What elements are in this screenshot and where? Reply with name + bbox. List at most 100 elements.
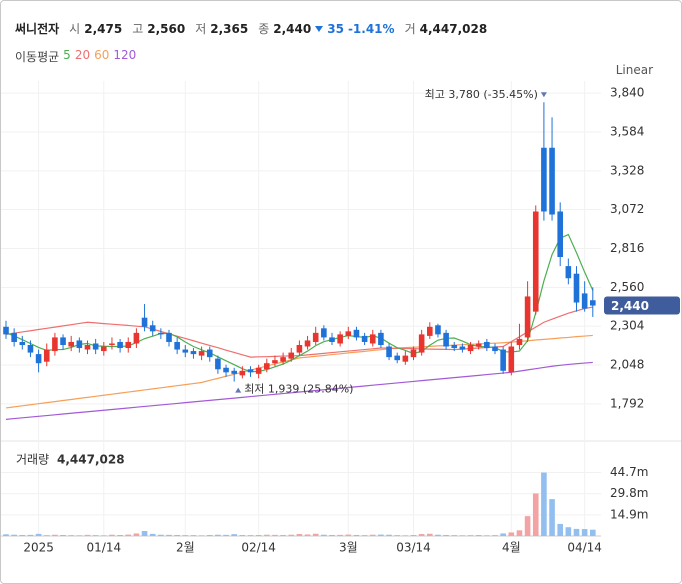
candle-body bbox=[190, 351, 197, 355]
candle-body bbox=[549, 147, 555, 215]
label: 시 bbox=[69, 22, 81, 36]
candle-body bbox=[215, 358, 221, 370]
candle-body bbox=[321, 328, 327, 338]
candle-body bbox=[125, 341, 132, 349]
value: 2,440 bbox=[273, 21, 312, 36]
volume-bar bbox=[549, 499, 555, 536]
volume-bar bbox=[43, 535, 50, 536]
scale-toggle[interactable]: Linear bbox=[615, 63, 653, 77]
max-marker bbox=[540, 92, 547, 98]
volume-bar bbox=[52, 534, 58, 536]
candle-body bbox=[109, 343, 115, 345]
value: 2,560 bbox=[147, 21, 186, 36]
volume-last: 4,447,028 bbox=[57, 453, 125, 467]
candle-body bbox=[117, 341, 123, 349]
volume-bar bbox=[304, 534, 311, 536]
volume-bar bbox=[516, 530, 523, 536]
label: 종 bbox=[258, 22, 270, 36]
volume-bar bbox=[125, 534, 132, 536]
label: 저 bbox=[195, 22, 207, 36]
candle-body bbox=[516, 338, 523, 345]
volume-bar bbox=[459, 535, 466, 536]
volume-bar bbox=[475, 535, 482, 536]
volume-bar bbox=[141, 531, 148, 536]
volume-bar bbox=[149, 533, 156, 536]
candle-body bbox=[68, 341, 74, 347]
volume-bar bbox=[321, 534, 327, 536]
volume-bar bbox=[272, 534, 278, 536]
volume-bar bbox=[3, 534, 9, 536]
volume-bar bbox=[541, 472, 547, 536]
x-tick-label: 4월 bbox=[502, 541, 521, 555]
candle-body bbox=[92, 343, 99, 350]
candle-body bbox=[43, 349, 50, 362]
candle-body bbox=[386, 346, 392, 358]
volume-bar bbox=[288, 534, 295, 536]
candle-body bbox=[443, 332, 449, 347]
volume-bar bbox=[353, 535, 360, 536]
volume-bar bbox=[378, 534, 384, 536]
candle-body bbox=[402, 355, 409, 362]
candle-body bbox=[312, 332, 319, 342]
candle-body bbox=[590, 300, 596, 306]
candle-body bbox=[304, 340, 311, 347]
x-tick-label: 02/14 bbox=[241, 541, 276, 555]
volume-bar bbox=[76, 535, 83, 536]
candle-body bbox=[361, 335, 368, 342]
candle-body bbox=[280, 357, 286, 362]
volume-bar bbox=[492, 535, 498, 536]
volume-bar bbox=[247, 535, 254, 536]
y-tick-label: 3,072 bbox=[610, 202, 644, 216]
candle-body bbox=[296, 345, 303, 353]
volume-bar bbox=[231, 534, 237, 536]
x-tick-label: 03/14 bbox=[396, 541, 431, 555]
volume-bar bbox=[565, 527, 572, 536]
volume-bar bbox=[312, 533, 319, 536]
candle-body bbox=[264, 363, 270, 370]
max-annotation: 최고 3,780 (-35.45%) bbox=[425, 88, 538, 101]
min-annotation: 최저 1,939 (25.84%) bbox=[244, 383, 353, 396]
candle-body bbox=[255, 367, 262, 374]
volume-bar bbox=[182, 535, 189, 536]
volume-bar bbox=[101, 535, 107, 536]
volume-bar bbox=[117, 535, 123, 536]
candle-body bbox=[158, 332, 164, 335]
volume-bar bbox=[345, 534, 352, 536]
label: 거 bbox=[404, 22, 416, 36]
volume-bar bbox=[369, 534, 376, 536]
candle-body bbox=[369, 334, 376, 344]
volume-bar bbox=[223, 534, 229, 536]
candle-body bbox=[394, 355, 400, 361]
x-tick-label: 2025 bbox=[23, 541, 54, 555]
candle-body bbox=[475, 343, 482, 347]
candle-body bbox=[272, 360, 278, 364]
candle-body bbox=[337, 334, 343, 344]
candle-body bbox=[492, 346, 498, 352]
legend-entry: 20 bbox=[74, 48, 91, 62]
volume-bar bbox=[532, 493, 539, 536]
down-arrow bbox=[315, 25, 324, 32]
volume-bar bbox=[198, 535, 205, 536]
volume-bar bbox=[500, 533, 506, 536]
ma-line bbox=[5, 334, 593, 409]
candle-body bbox=[565, 266, 572, 279]
y-tick-label: 1,792 bbox=[610, 396, 644, 410]
candle-body bbox=[52, 337, 58, 352]
volume-bar bbox=[264, 534, 270, 536]
volume-bar bbox=[467, 535, 474, 536]
y-tick-label: 2,816 bbox=[610, 241, 644, 255]
value: 2,365 bbox=[210, 21, 249, 36]
candle-body bbox=[101, 346, 107, 352]
volume-bar bbox=[435, 534, 441, 536]
candle-body bbox=[459, 346, 466, 350]
volume-bar bbox=[255, 535, 262, 536]
candle-body bbox=[239, 370, 246, 376]
candle-body bbox=[60, 337, 66, 345]
volume-bar bbox=[206, 535, 213, 536]
volume-bar bbox=[410, 535, 417, 536]
candle-body bbox=[76, 340, 83, 349]
change-pct: -1.41% bbox=[347, 21, 395, 36]
candle-body bbox=[19, 341, 26, 345]
y-tick-label: 2,048 bbox=[610, 358, 644, 372]
